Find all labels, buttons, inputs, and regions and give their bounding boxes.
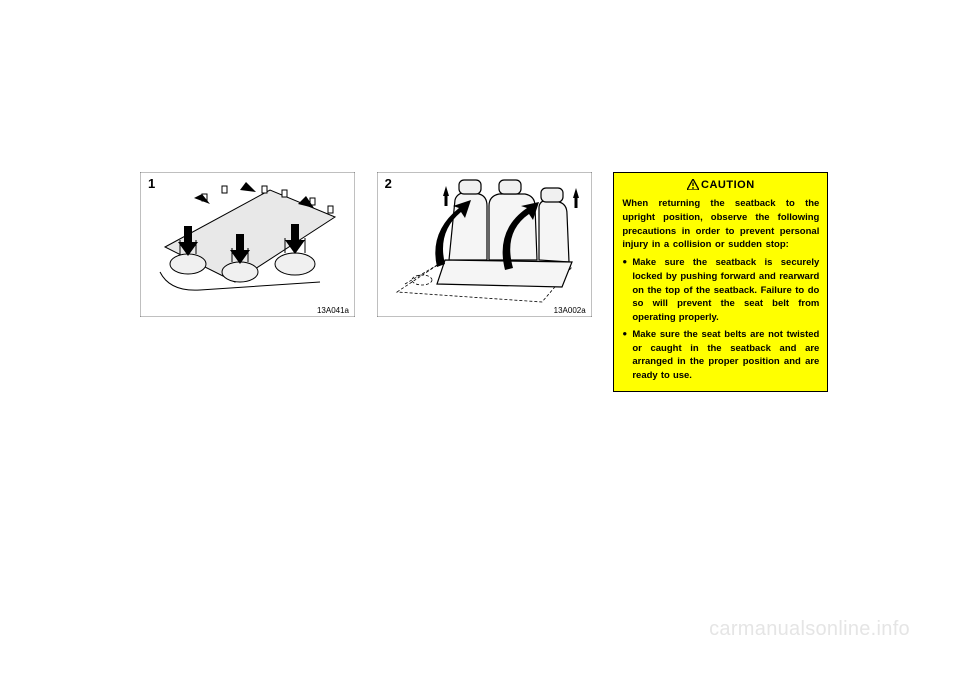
caution-intro: When returning the seatback to the uprig… [622,197,819,252]
caution-title: CAUTION [701,179,755,191]
figure-1-illustration [140,172,355,317]
watermark: carmanualsonline.info [709,618,910,641]
figure-2: 2 [377,172,592,317]
figure-2-code: 13A002a [554,306,586,315]
figure-1-code: 13A041a [317,306,349,315]
warning-icon [687,179,699,190]
column-2: 2 [377,172,594,392]
figure-2-number: 2 [385,176,392,191]
caution-bullet-1: Make sure the seatback is securely locke… [622,256,819,325]
content-columns: 1 [140,172,830,392]
caution-list: Make sure the seatback is securely locke… [622,256,819,383]
manual-page: 1 [0,0,960,679]
column-3: CAUTION When returning the seatback to t… [613,172,830,392]
caution-box: CAUTION When returning the seatback to t… [613,172,828,392]
caution-heading: CAUTION [622,179,819,191]
figure-1-number: 1 [148,176,155,191]
figure-2-illustration [377,172,592,317]
caution-bullet-2: Make sure the seat belts are not twisted… [622,328,819,383]
figure-1: 1 [140,172,355,317]
column-1: 1 [140,172,357,392]
